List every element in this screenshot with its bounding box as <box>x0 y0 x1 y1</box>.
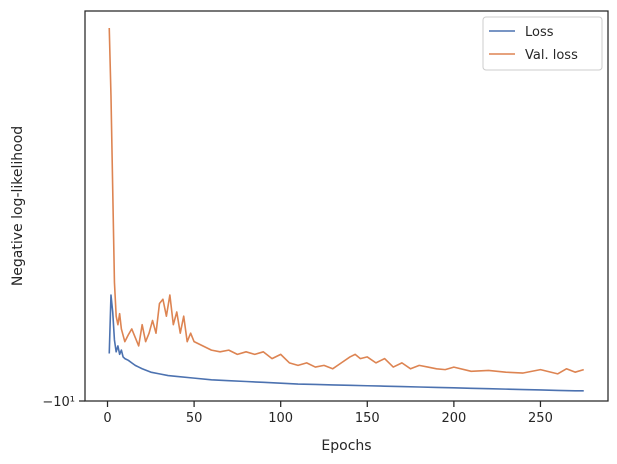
legend: Loss Val. loss <box>482 16 603 71</box>
series-line-loss <box>108 294 584 392</box>
x-tick-label: 100 <box>268 411 293 426</box>
legend-label: Val. loss <box>525 48 578 63</box>
x-tick-label: 250 <box>528 411 553 426</box>
legend-label: Loss <box>525 25 554 40</box>
x-tick-label: 0 <box>103 411 111 426</box>
y-axis: −10¹ <box>42 395 85 410</box>
y-tick-label: −10¹ <box>42 395 75 410</box>
series-layer <box>108 27 584 392</box>
x-tick-label: 200 <box>441 411 466 426</box>
x-tick-label: 150 <box>355 411 380 426</box>
x-axis: 0 50 100 150 200 250 <box>103 401 553 426</box>
plot-frame <box>84 10 609 402</box>
y-axis-label: Negative log-likelihood <box>10 126 26 286</box>
series-line-val-loss <box>108 27 584 375</box>
x-tick-label: 50 <box>186 411 203 426</box>
x-axis-label: Epochs <box>321 438 371 454</box>
